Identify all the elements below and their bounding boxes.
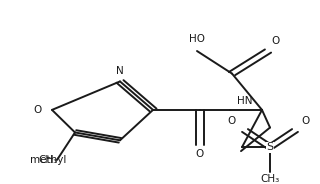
Text: CH₃: CH₃ — [260, 174, 280, 184]
Text: O: O — [33, 105, 41, 115]
Text: CH₃: CH₃ — [38, 155, 58, 165]
Text: N: N — [116, 66, 124, 76]
Text: methyl: methyl — [30, 155, 66, 165]
Text: S: S — [267, 142, 274, 152]
Text: O: O — [301, 116, 309, 126]
Text: HN: HN — [237, 96, 253, 106]
Text: O: O — [228, 116, 236, 126]
Text: O: O — [196, 149, 204, 159]
Text: HO: HO — [189, 34, 205, 44]
Text: O: O — [271, 36, 279, 46]
